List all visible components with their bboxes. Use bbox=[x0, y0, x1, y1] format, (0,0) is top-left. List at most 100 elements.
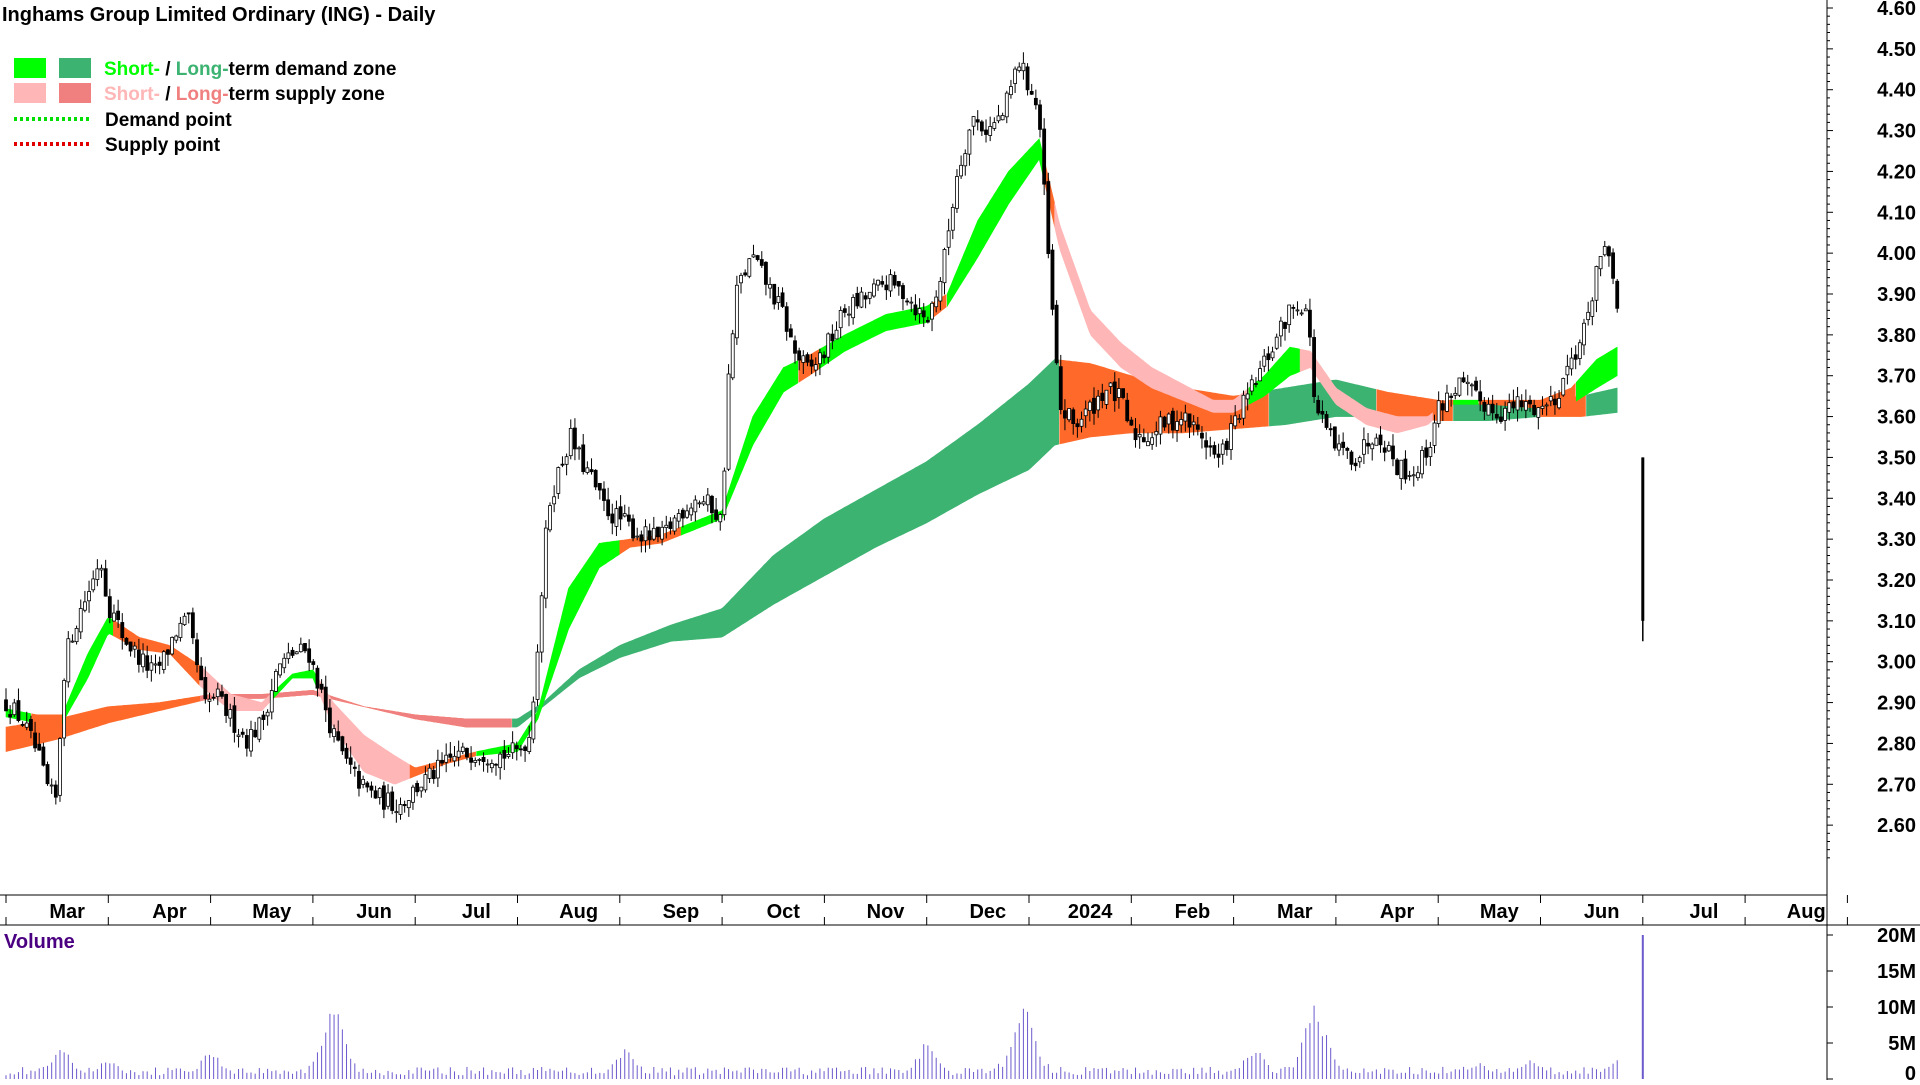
candle-body bbox=[909, 301, 914, 304]
candle-body bbox=[751, 254, 756, 258]
candle-body bbox=[1083, 408, 1088, 417]
candle-body bbox=[1445, 392, 1449, 412]
candle-body bbox=[859, 291, 864, 308]
candle-body bbox=[892, 274, 897, 286]
candle-body bbox=[1038, 104, 1042, 130]
candle-body bbox=[1183, 412, 1188, 422]
final-candle-body bbox=[1641, 457, 1645, 621]
candle-body bbox=[656, 526, 660, 538]
candle-body bbox=[33, 732, 37, 749]
candle-body bbox=[1357, 457, 1362, 463]
candle-body bbox=[498, 753, 503, 769]
legend-label-part: Short- bbox=[104, 84, 160, 105]
candle-body bbox=[1096, 395, 1101, 411]
time-tick-label: Feb bbox=[1175, 901, 1211, 923]
candle-body bbox=[930, 302, 934, 320]
candle-body bbox=[307, 648, 312, 663]
time-tick-label: Nov bbox=[867, 901, 906, 923]
candle-body bbox=[1179, 419, 1184, 426]
candle-body bbox=[1370, 443, 1375, 450]
candle-body bbox=[722, 470, 727, 516]
candle-body bbox=[336, 731, 341, 741]
candle-body bbox=[1299, 312, 1304, 315]
candle-body bbox=[120, 622, 125, 638]
price-tick-label: 3.80 bbox=[1877, 325, 1916, 347]
candle-body bbox=[186, 612, 191, 615]
candle-body bbox=[95, 568, 100, 580]
candle-body bbox=[867, 291, 872, 299]
candle-body bbox=[842, 308, 847, 313]
candle-body bbox=[822, 354, 826, 359]
price-tick-label: 3.00 bbox=[1877, 652, 1916, 674]
candle-body bbox=[1611, 252, 1615, 279]
candle-body bbox=[685, 510, 689, 518]
candle-body bbox=[74, 628, 79, 643]
candle-body bbox=[1577, 342, 1582, 359]
candle-body bbox=[249, 729, 253, 752]
candle-body bbox=[1528, 399, 1532, 405]
candle-body bbox=[1399, 459, 1404, 479]
legend-swatch-short bbox=[14, 83, 46, 103]
candle-body bbox=[253, 729, 258, 738]
candle-body bbox=[153, 663, 158, 666]
candle-body bbox=[16, 700, 21, 721]
candle-body bbox=[647, 530, 652, 541]
candle-body bbox=[747, 258, 752, 277]
legend-label-part: term demand zone bbox=[229, 59, 397, 80]
candle-body bbox=[1079, 418, 1084, 427]
candle-body bbox=[597, 482, 602, 491]
price-tick-label: 3.30 bbox=[1877, 529, 1916, 551]
candle-body bbox=[128, 641, 133, 652]
candle-body bbox=[585, 467, 590, 473]
candle-body bbox=[1582, 322, 1586, 346]
candle-body bbox=[265, 711, 270, 717]
candle-body bbox=[1424, 447, 1429, 458]
chart-title: Inghams Group Limited Ordinary (ING) - D… bbox=[2, 4, 436, 26]
candle-body bbox=[660, 526, 665, 540]
candle-body bbox=[506, 754, 511, 757]
candle-body bbox=[626, 514, 631, 522]
candle-body bbox=[872, 283, 876, 297]
candle-body bbox=[344, 747, 349, 759]
time-tick-label: May bbox=[1480, 901, 1520, 923]
candle-body bbox=[1266, 353, 1271, 361]
candle-body bbox=[1191, 421, 1196, 426]
time-tick-label: Apr bbox=[1380, 901, 1415, 923]
candle-body bbox=[1453, 392, 1458, 396]
price-tick-label: 4.60 bbox=[1877, 0, 1916, 20]
candle-body bbox=[1432, 422, 1437, 446]
candle-body bbox=[141, 653, 145, 668]
candle-body bbox=[444, 754, 449, 763]
candle-body bbox=[1092, 397, 1096, 414]
candle-body bbox=[381, 785, 386, 810]
time-tick-label: Jun bbox=[1584, 901, 1620, 923]
candle-body bbox=[257, 717, 262, 740]
candle-body bbox=[734, 284, 739, 339]
candle-body bbox=[166, 649, 170, 655]
candle-body bbox=[1415, 472, 1420, 479]
candle-body bbox=[1474, 380, 1478, 391]
candle-body bbox=[1569, 357, 1574, 370]
candle-body bbox=[1162, 416, 1167, 428]
candle-body bbox=[772, 283, 777, 305]
candle-body bbox=[556, 467, 561, 494]
candle-body bbox=[1208, 445, 1213, 448]
candle-body bbox=[199, 665, 204, 681]
candle-body bbox=[1229, 423, 1233, 450]
candle-body bbox=[639, 534, 644, 542]
volume-tick-label: 15M bbox=[1877, 961, 1916, 983]
candle-body bbox=[710, 495, 714, 514]
candle-body bbox=[697, 502, 702, 505]
candle-body bbox=[938, 280, 943, 302]
candle-body bbox=[726, 373, 731, 470]
legend-label-part: Long- bbox=[176, 84, 229, 105]
candle-body bbox=[1125, 399, 1130, 422]
candle-body bbox=[614, 508, 619, 527]
candle-body bbox=[103, 568, 108, 597]
candle-body bbox=[1033, 97, 1038, 106]
time-tick-label: 2024 bbox=[1068, 901, 1113, 923]
candle-body bbox=[689, 507, 694, 516]
candle-body bbox=[1287, 304, 1292, 326]
candle-body bbox=[1486, 403, 1491, 416]
candle-body bbox=[519, 748, 523, 751]
